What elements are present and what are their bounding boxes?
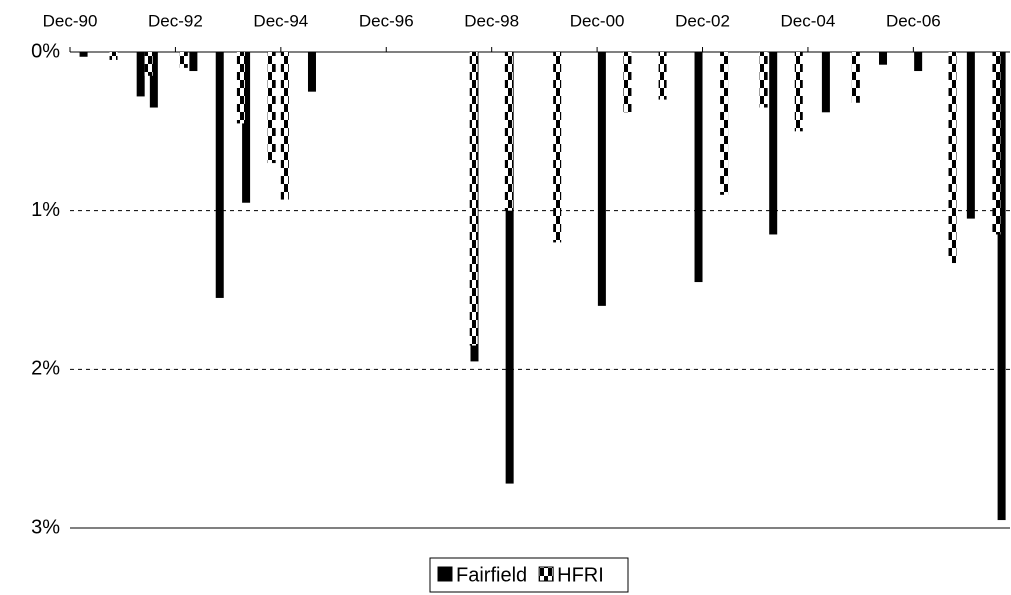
x-tick-label: Dec-06 xyxy=(886,11,941,30)
bar xyxy=(179,52,188,68)
bar xyxy=(267,52,276,164)
x-tick-label: Dec-00 xyxy=(570,11,625,30)
bar xyxy=(597,52,606,306)
bar xyxy=(280,52,289,200)
legend: Fairfield HFRI xyxy=(429,557,629,593)
bar xyxy=(720,52,729,195)
bar xyxy=(694,52,703,283)
bar xyxy=(242,52,251,203)
y-tick-label: 1% xyxy=(31,199,60,221)
legend-swatch xyxy=(538,566,554,582)
y-tick-label: 0% xyxy=(31,40,60,62)
x-tick-label: Dec-98 xyxy=(464,11,519,30)
bar xyxy=(759,52,768,108)
bar xyxy=(948,52,957,264)
bar xyxy=(794,52,803,132)
x-tick-label: Dec-94 xyxy=(253,11,308,30)
bar xyxy=(149,52,158,108)
bar xyxy=(769,52,778,235)
bar xyxy=(821,52,830,113)
bar xyxy=(658,52,667,100)
bar xyxy=(623,52,632,113)
bar xyxy=(79,52,88,57)
bar xyxy=(236,52,245,124)
y-tick-label: 2% xyxy=(31,358,60,380)
bar xyxy=(144,52,153,76)
bar xyxy=(109,52,118,60)
bar xyxy=(189,52,198,72)
bar xyxy=(215,52,224,298)
x-tick-label: Dec-90 xyxy=(43,11,98,30)
bar xyxy=(505,52,514,484)
x-tick-label: Dec-04 xyxy=(781,11,836,30)
bar xyxy=(504,52,513,211)
bar xyxy=(851,52,860,103)
bar xyxy=(879,52,888,65)
x-tick-label: Dec-92 xyxy=(148,11,203,30)
legend-label: Fairfield xyxy=(456,564,527,586)
x-tick-label: Dec-96 xyxy=(359,11,414,30)
bar xyxy=(992,52,1001,235)
bar xyxy=(966,52,975,219)
bar xyxy=(553,52,562,243)
legend-box xyxy=(429,557,629,593)
legend-label: HFRI xyxy=(557,564,604,586)
bar xyxy=(136,52,145,97)
y-tick-label: 3% xyxy=(31,516,60,538)
legend-swatch xyxy=(437,566,453,582)
x-tick-label: Dec-02 xyxy=(675,11,730,30)
bar xyxy=(307,52,316,92)
bar xyxy=(997,52,1006,521)
bar xyxy=(469,52,478,346)
bar xyxy=(914,52,923,72)
